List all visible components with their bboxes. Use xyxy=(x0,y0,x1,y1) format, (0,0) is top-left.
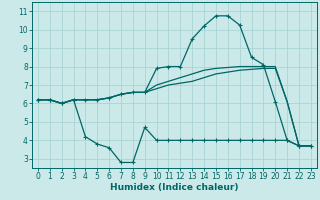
X-axis label: Humidex (Indice chaleur): Humidex (Indice chaleur) xyxy=(110,183,239,192)
